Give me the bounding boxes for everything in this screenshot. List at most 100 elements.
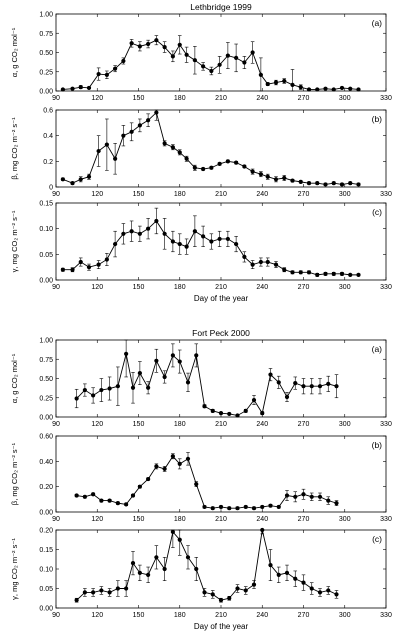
data-point xyxy=(170,454,175,459)
data-point xyxy=(356,272,361,277)
data-point xyxy=(250,50,255,55)
data-point xyxy=(323,86,328,91)
data-point xyxy=(184,244,189,249)
data-point xyxy=(234,55,239,60)
data-point xyxy=(315,272,320,277)
data-point xyxy=(273,80,279,85)
data-point xyxy=(225,159,230,164)
x-tick-label: 210 xyxy=(215,191,227,198)
data-point xyxy=(258,172,263,177)
data-point xyxy=(217,161,222,166)
data-point xyxy=(276,504,281,510)
data-point xyxy=(225,53,230,58)
series-line xyxy=(62,39,359,90)
data-point xyxy=(209,68,214,74)
y-tick-label: 0.00 xyxy=(39,510,53,517)
data-point xyxy=(99,387,104,393)
data-point xyxy=(107,386,112,391)
data-point xyxy=(129,229,134,234)
data-point xyxy=(242,254,247,259)
y-tick-label: 0.6 xyxy=(43,108,53,115)
data-point xyxy=(326,381,331,386)
data-point xyxy=(326,498,331,503)
data-point xyxy=(273,177,279,182)
y-tick-label: 0.4 xyxy=(43,133,53,140)
x-tick-label: 120 xyxy=(91,95,103,102)
data-point xyxy=(317,384,323,389)
data-point xyxy=(130,561,136,566)
data-point xyxy=(137,570,142,576)
data-point xyxy=(170,529,175,535)
data-point xyxy=(121,133,126,138)
x-tick-label: 90 xyxy=(52,612,60,619)
data-point xyxy=(265,174,270,179)
data-point xyxy=(334,384,339,389)
x-axis-label: Day of the year xyxy=(194,294,249,303)
plot-frame xyxy=(55,109,387,188)
data-point xyxy=(162,231,167,236)
x-tick-label: 120 xyxy=(91,612,103,619)
data-point xyxy=(331,271,336,276)
data-point xyxy=(60,87,65,92)
x-tick-label: 120 xyxy=(91,191,103,198)
data-point xyxy=(298,85,303,90)
data-point xyxy=(331,87,336,92)
x-tick-label: 150 xyxy=(133,284,145,291)
data-point xyxy=(265,81,270,87)
data-point xyxy=(323,271,328,276)
data-point xyxy=(201,64,206,69)
data-point xyxy=(234,241,239,247)
data-point xyxy=(218,504,224,510)
data-point xyxy=(146,118,151,123)
data-point xyxy=(146,385,151,390)
data-point xyxy=(268,563,273,568)
x-tick-label: 330 xyxy=(380,516,392,523)
data-point xyxy=(177,42,182,47)
data-point xyxy=(268,503,273,508)
data-point xyxy=(184,156,189,161)
data-point xyxy=(70,86,75,91)
data-point xyxy=(96,262,101,267)
data-point xyxy=(86,85,92,91)
x-tick-label: 330 xyxy=(380,284,392,291)
y-tick-label: 1.00 xyxy=(39,12,53,19)
y-axis-label: γ, mg CO₂ m⁻² s⁻¹ xyxy=(10,538,19,600)
plot-frame xyxy=(55,13,387,92)
data-point xyxy=(177,150,182,155)
y-tick-label: 0.05 xyxy=(39,586,53,593)
data-point xyxy=(162,466,167,472)
data-point xyxy=(290,270,295,275)
data-point xyxy=(348,86,353,91)
data-point xyxy=(315,181,320,186)
data-point xyxy=(251,582,257,587)
data-point xyxy=(113,156,118,161)
data-point xyxy=(146,226,151,231)
x-tick-label: 90 xyxy=(52,421,60,428)
data-point xyxy=(234,160,239,165)
data-point xyxy=(137,484,142,489)
data-point xyxy=(70,267,75,272)
x-tick-label: 120 xyxy=(91,516,103,523)
y-tick-label: 0.75 xyxy=(39,357,53,364)
data-point xyxy=(86,265,92,270)
data-point xyxy=(146,41,151,47)
panel-label: (a) xyxy=(372,18,383,28)
panel-label: (b) xyxy=(372,114,383,124)
data-point xyxy=(282,175,287,181)
data-point xyxy=(91,590,96,595)
data-point xyxy=(210,408,215,413)
x-tick-label: 300 xyxy=(339,95,351,102)
data-point xyxy=(242,60,247,65)
data-point xyxy=(284,570,290,576)
data-point xyxy=(170,353,175,358)
data-point xyxy=(177,359,182,364)
data-point xyxy=(162,566,167,572)
data-point xyxy=(60,177,65,182)
data-point xyxy=(323,182,328,187)
data-point xyxy=(154,464,159,469)
x-tick-label: 180 xyxy=(174,191,186,198)
data-point xyxy=(284,394,290,400)
data-point xyxy=(113,241,118,247)
x-tick-label: 180 xyxy=(174,612,186,619)
